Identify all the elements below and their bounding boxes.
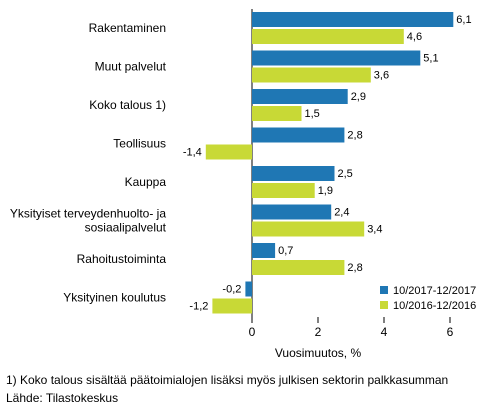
bar-series-2016 xyxy=(252,183,315,198)
x-axis-title: Vuosimuutos, % xyxy=(275,346,362,360)
legend-swatch xyxy=(380,286,388,294)
data-label: 2,9 xyxy=(351,91,366,103)
data-label: 2,8 xyxy=(347,130,362,142)
category-label: Teollisuus xyxy=(113,137,166,151)
x-tick-label: 4 xyxy=(381,325,388,339)
bar-series-2016 xyxy=(252,67,371,83)
bar-series-2017 xyxy=(252,204,332,220)
data-label: 0,7 xyxy=(278,245,293,257)
data-label: -1,2 xyxy=(189,301,208,313)
bar-series-2017 xyxy=(245,281,252,297)
x-tick-label: 0 xyxy=(249,325,256,339)
bar-series-2017 xyxy=(252,243,276,258)
category-label: Yksityinen koulutus xyxy=(63,291,166,305)
category-label: Muut palvelut xyxy=(95,60,167,74)
bar-series-2017 xyxy=(252,12,454,27)
category-label: Yksityiset terveydenhuolto- ja xyxy=(10,207,166,221)
data-label: 1,9 xyxy=(318,185,333,197)
data-label: -1,4 xyxy=(183,147,202,159)
bar-series-2016 xyxy=(252,221,365,237)
data-label: 2,4 xyxy=(334,207,349,219)
bar-series-2017 xyxy=(252,50,421,66)
bar-series-2016 xyxy=(252,260,345,275)
bar-series-2016 xyxy=(212,298,252,314)
x-tick-label: 2 xyxy=(315,325,322,339)
source-note: Lähde: Tilastokeskus xyxy=(6,391,119,405)
bar-chart: Rakentaminen 6,1 4,6 Muut palvelut 5,1 3,6 Kok… xyxy=(10,9,476,360)
bar-series-2017 xyxy=(252,89,348,104)
category-label: Kauppa xyxy=(125,175,167,189)
data-label: -0,2 xyxy=(222,284,241,296)
data-label: 3,4 xyxy=(367,224,382,236)
bar-series-2017 xyxy=(252,166,335,181)
data-label: 2,8 xyxy=(347,262,362,274)
data-label: 5,1 xyxy=(423,53,438,65)
category-label: sosiaalipalvelut xyxy=(85,221,167,235)
data-label: 2,5 xyxy=(338,168,353,180)
data-label: 4,6 xyxy=(407,31,422,43)
legend-label: 10/2017-12/2017 xyxy=(393,285,476,297)
data-label: 3,6 xyxy=(374,70,389,82)
bar-series-2016 xyxy=(252,106,302,121)
bar-series-2017 xyxy=(252,127,345,143)
legend-swatch xyxy=(380,301,388,309)
data-label: 6,1 xyxy=(456,14,471,26)
category-label: Rahoitustoiminta xyxy=(77,252,167,266)
footnote: 1) Koko talous sisältää päätoimialojen l… xyxy=(6,373,449,387)
category-label: Rakentaminen xyxy=(89,21,166,35)
bar-series-2016 xyxy=(252,29,404,44)
bar-series-2016 xyxy=(205,144,252,160)
x-tick-label: 6 xyxy=(447,325,454,339)
legend-label: 10/2016-12/2016 xyxy=(393,300,476,312)
data-label: 1,5 xyxy=(305,108,320,120)
category-label: Koko talous 1) xyxy=(89,98,166,112)
